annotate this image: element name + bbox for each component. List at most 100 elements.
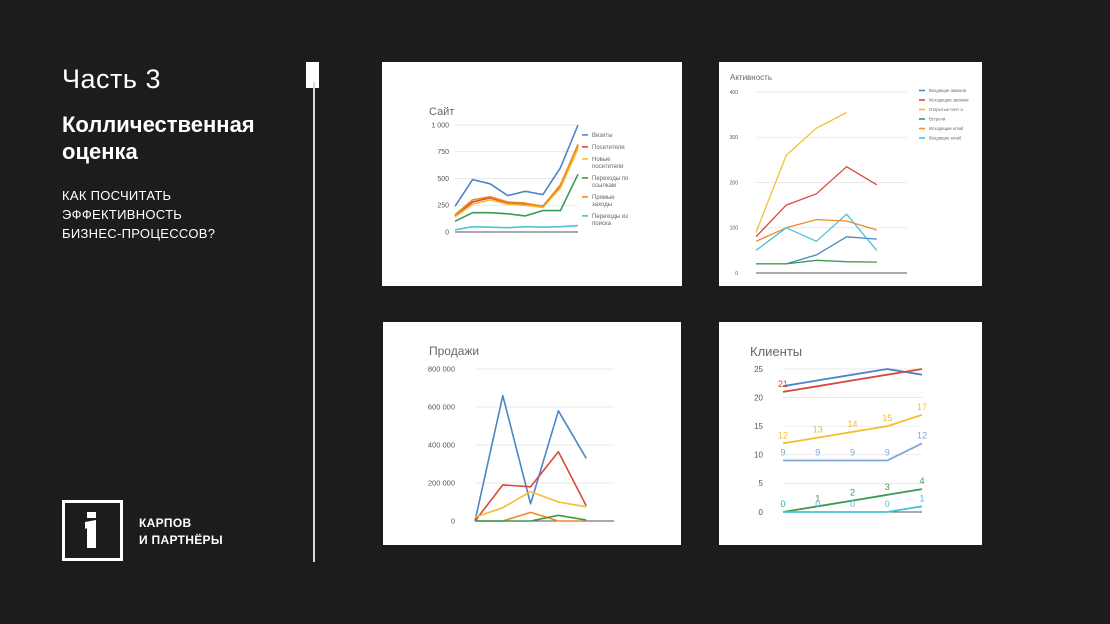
question-line-2: ЭФФЕКТИВНОСТЬ <box>62 207 183 222</box>
series-line <box>475 514 587 522</box>
data-label: 3 <box>885 482 890 492</box>
data-label: 1 <box>815 493 820 503</box>
legend-label: Исходящие звонков <box>929 98 969 103</box>
logo-line-2: И ПАРТНЁРЫ <box>139 533 223 547</box>
data-label: 13 <box>813 425 823 435</box>
y-tick-label: 25 <box>754 365 763 374</box>
legend-label: Новые <box>592 157 611 163</box>
series-line <box>782 368 923 388</box>
legend-label: Посетители <box>592 145 625 151</box>
series-line <box>454 143 579 216</box>
y-tick-label: 750 <box>437 149 449 156</box>
data-label: 12 <box>917 430 927 440</box>
legend-label: Открытые почт а <box>929 107 963 112</box>
data-label: 0 <box>885 499 890 509</box>
data-label: 9 <box>815 448 820 458</box>
series-line <box>454 224 579 231</box>
series-line <box>782 368 923 393</box>
y-tick-label: 5 <box>759 479 764 488</box>
data-label: 2 <box>850 488 855 498</box>
legend-label: Прямые <box>592 195 615 201</box>
data-label: 17 <box>917 402 927 412</box>
sales-chart: Продажи 800 000 600 000 400 000 200 000 0 <box>428 344 614 526</box>
chart-panel-site: Сайт 1 000 750 500 250 0 Визиты Посетители Новые… <box>382 62 682 286</box>
data-label: 9 <box>780 448 785 458</box>
y-tick-label: 400 000 <box>428 441 455 450</box>
series-line <box>474 394 587 522</box>
timeline-divider <box>313 82 315 562</box>
y-tick-label: 250 <box>437 203 449 210</box>
series-line <box>454 124 579 207</box>
company-logo-text: КАРПОВ И ПАРТНЁРЫ <box>139 515 223 549</box>
legend-label: Переходы из <box>592 214 628 220</box>
legend-label: заходы <box>592 202 612 208</box>
y-tick-label: 15 <box>754 422 763 431</box>
series-line <box>474 490 587 518</box>
y-tick-label: 0 <box>445 229 449 236</box>
series-line <box>783 505 923 513</box>
data-label: 21 <box>778 379 788 389</box>
chart-panel-activity: Активность 400 300 200 100 0 Входящие звонков И… <box>719 62 982 286</box>
data-label: 15 <box>882 413 892 423</box>
y-tick-label: 1 000 <box>431 122 449 129</box>
y-tick-label: 10 <box>754 451 763 460</box>
data-label: 12 <box>778 430 788 440</box>
series-line <box>454 148 579 218</box>
chart-title: Активность <box>730 73 772 82</box>
series-line <box>755 218 877 242</box>
y-tick-label: 200 000 <box>428 479 455 488</box>
legend-label: ссылкам <box>592 183 616 189</box>
chart-title: Сайт <box>429 106 454 118</box>
legend-label: Входящие звонков <box>929 88 967 93</box>
series-line <box>755 111 847 233</box>
legend-label: посетители <box>592 164 624 170</box>
legend-label: Визиты <box>592 133 613 139</box>
data-label: 0 <box>815 499 820 509</box>
series-line <box>755 213 878 251</box>
company-logo-icon <box>62 500 123 561</box>
series-line <box>782 488 923 513</box>
series-line <box>783 442 923 462</box>
part-number: Часть 3 <box>62 64 161 94</box>
activity-chart: Активность 400 300 200 100 0 Входящие звонков И… <box>730 73 970 277</box>
slide-heading: Колличественная оценка <box>62 111 312 165</box>
chart-title: Продажи <box>429 344 479 358</box>
heading-line-2: оценка <box>62 139 138 164</box>
data-label: 0 <box>780 499 785 509</box>
y-tick-label: 100 <box>730 226 739 232</box>
data-label: 9 <box>850 448 855 458</box>
data-label: 0 <box>850 499 855 509</box>
heading-line-1: Колличественная <box>62 112 255 137</box>
data-label: 1 <box>919 493 924 503</box>
data-label: 9 <box>885 448 890 458</box>
y-tick-label: 400 <box>730 90 739 96</box>
data-label: 14 <box>847 419 857 429</box>
legend-label: Входящие email <box>929 136 961 141</box>
chart-title: Клиенты <box>750 344 802 359</box>
series-line <box>782 413 923 445</box>
y-tick-label: 300 <box>730 135 739 141</box>
legend-label: Встречи <box>929 117 946 122</box>
chart-panel-sales: Продажи 800 000 600 000 400 000 200 000 0 <box>383 322 681 545</box>
legend-label: Переходы по <box>592 176 629 182</box>
logo-line-1: КАРПОВ <box>139 516 192 530</box>
data-label: 4 <box>919 476 924 486</box>
site-chart: Сайт 1 000 750 500 250 0 Визиты Посетители Новые… <box>429 106 629 236</box>
y-tick-label: 800 000 <box>428 365 455 374</box>
series-line <box>474 450 587 522</box>
question-line-1: КАК ПОСЧИТАТЬ <box>62 188 172 203</box>
slide-question: КАК ПОСЧИТАТЬ ЭФФЕКТИВНОСТЬ БИЗНЕС-ПРОЦЕ… <box>62 186 292 243</box>
y-tick-label: 0 <box>759 508 764 517</box>
legend-label: поиска <box>592 221 612 227</box>
y-tick-label: 0 <box>735 271 738 277</box>
y-tick-label: 200 <box>730 180 739 186</box>
series-line <box>756 259 877 265</box>
question-line-3: БИЗНЕС-ПРОЦЕССОВ? <box>62 226 216 241</box>
chart-panel-clients: Клиенты 25 20 15 10 5 0 21 12 13 14 15 17 9 9 9 9 12 0 1 2 3 4… <box>719 322 982 545</box>
series-line <box>755 166 878 238</box>
data-label: 0 <box>780 499 785 509</box>
y-tick-label: 500 <box>437 176 449 183</box>
y-tick-label: 0 <box>451 517 455 526</box>
y-tick-label: 600 000 <box>428 403 455 412</box>
